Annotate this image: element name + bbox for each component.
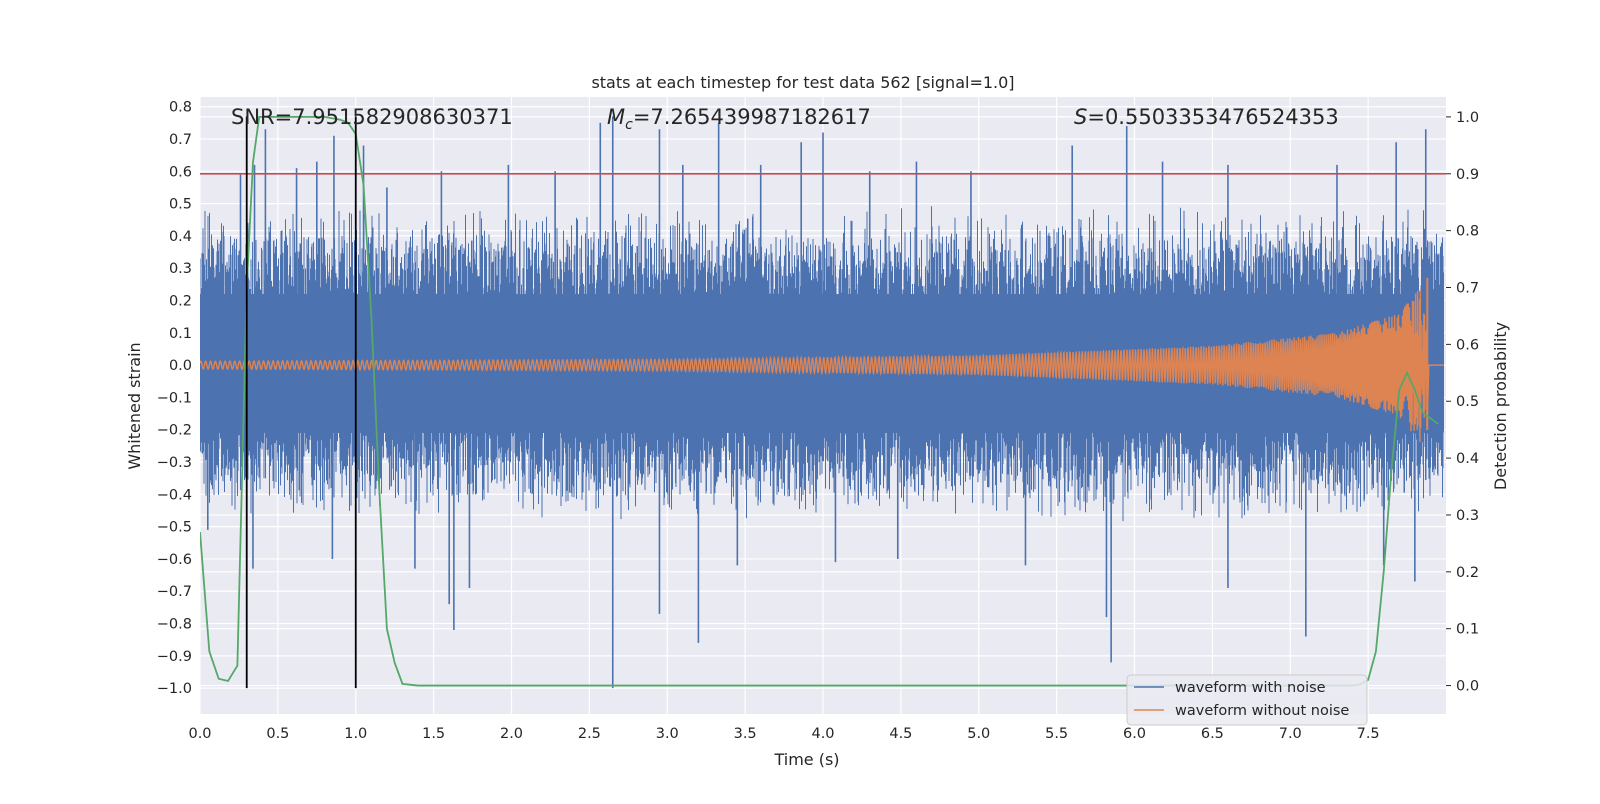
y-tick-label: 0.6	[169, 164, 192, 180]
right-tick-label: 0.2	[1456, 565, 1479, 581]
right-tick-label: 0.1	[1456, 622, 1479, 638]
right-tick-label: 0.7	[1456, 281, 1479, 297]
y-tick-label: −0.8	[157, 617, 192, 633]
y-tick-label: 0.3	[169, 261, 192, 277]
y-tick-label: 0.7	[169, 132, 192, 148]
legend-box	[1126, 674, 1368, 726]
y-tick-label: −0.4	[157, 487, 192, 503]
y-tick-label: 0.8	[169, 100, 192, 116]
score-value: =0.5503353476524353	[1087, 105, 1338, 129]
x-tick-label: 2.0	[500, 726, 523, 742]
marker-lines	[245, 116, 357, 689]
right-tick-label: 0.0	[1456, 679, 1479, 695]
right-axis-label: Detection probability	[1491, 322, 1510, 490]
x-tick-label: 5.0	[967, 726, 990, 742]
y-axis-label: Whitened strain	[125, 342, 144, 469]
score-annotation: S=0.5503353476524353	[1074, 105, 1339, 129]
x-tick-label: 5.5	[1045, 726, 1068, 742]
y-tick-label: −0.6	[157, 552, 192, 568]
score-symbol: S	[1074, 105, 1087, 129]
y-tick-label: 0.0	[169, 358, 192, 374]
right-tick-label: 0.8	[1456, 224, 1479, 240]
x-tick-label: 2.5	[578, 726, 601, 742]
right-tick-label: 0.4	[1456, 451, 1479, 467]
y-tick-label: −0.7	[157, 584, 192, 600]
y-tick-label: 0.4	[169, 229, 192, 245]
y-tick-label: −0.5	[157, 520, 192, 536]
x-tick-label: 6.0	[1123, 726, 1146, 742]
clean-waveform-path	[200, 290, 1444, 442]
y-tick-label: −1.0	[157, 681, 192, 697]
x-tick-label: 1.5	[422, 726, 445, 742]
chirp-mass-value: =7.265439987182617	[633, 105, 871, 129]
y-axis-ticks: 0.8 0.7 0.6 0.5 0.4 0.3 0.2 0.1 0.0 −0.1 −0.2 −0.3 −…	[157, 100, 192, 697]
chirp-mass-subscript: c	[625, 117, 633, 133]
x-axis-ticks: 0.0 0.5 1.0 1.5 2.0 2.5 3.0 3.5 4.0 4.5 5.0 5.5 6.0 6…	[188, 726, 1379, 742]
legend-label-clean: waveform without noise	[1175, 703, 1349, 719]
y-tick-label: 0.5	[169, 197, 192, 213]
legend: waveform with noise waveform without noi…	[1126, 674, 1368, 726]
x-tick-label: 4.5	[889, 726, 912, 742]
x-tick-label: 1.0	[344, 726, 367, 742]
x-tick-label: 6.5	[1201, 726, 1224, 742]
right-axis-ticks: 1.0 0.9 0.8 0.7 0.6 0.5 0.4 0.3 0.2 0.1 0.0	[1446, 110, 1479, 695]
x-axis-label: Time (s)	[773, 750, 839, 769]
right-tick-label: 0.5	[1456, 394, 1479, 410]
x-tick-label: 4.0	[811, 726, 834, 742]
x-tick-label: 0.5	[266, 726, 289, 742]
legend-label-noise: waveform with noise	[1175, 680, 1326, 696]
right-tick-label: 0.6	[1456, 337, 1479, 353]
x-tick-label: 0.0	[188, 726, 211, 742]
y-tick-label: −0.3	[157, 455, 192, 471]
chart-title: stats at each timestep for test data 562…	[591, 73, 1014, 92]
y-tick-label: 0.1	[169, 326, 192, 342]
x-tick-label: 7.0	[1279, 726, 1302, 742]
y-tick-label: −0.9	[157, 649, 192, 665]
right-tick-label: 0.3	[1456, 508, 1479, 524]
right-tick-label: 1.0	[1456, 110, 1479, 126]
x-tick-label: 7.5	[1357, 726, 1380, 742]
detection-probability-line	[200, 116, 1439, 687]
clean-waveform	[200, 277, 1444, 442]
snr-annotation: SNR=7.951582908630371	[231, 105, 513, 129]
y-tick-label: −0.2	[157, 423, 192, 439]
x-tick-label: 3.0	[656, 726, 679, 742]
right-tick-label: 0.9	[1456, 167, 1479, 183]
x-tick-label: 3.5	[734, 726, 757, 742]
chirp-mass-symbol: M	[607, 105, 625, 129]
chirp-mass-annotation: Mc=7.265439987182617	[607, 105, 871, 133]
y-tick-label: 0.2	[169, 294, 192, 310]
y-tick-label: −0.1	[157, 390, 192, 406]
